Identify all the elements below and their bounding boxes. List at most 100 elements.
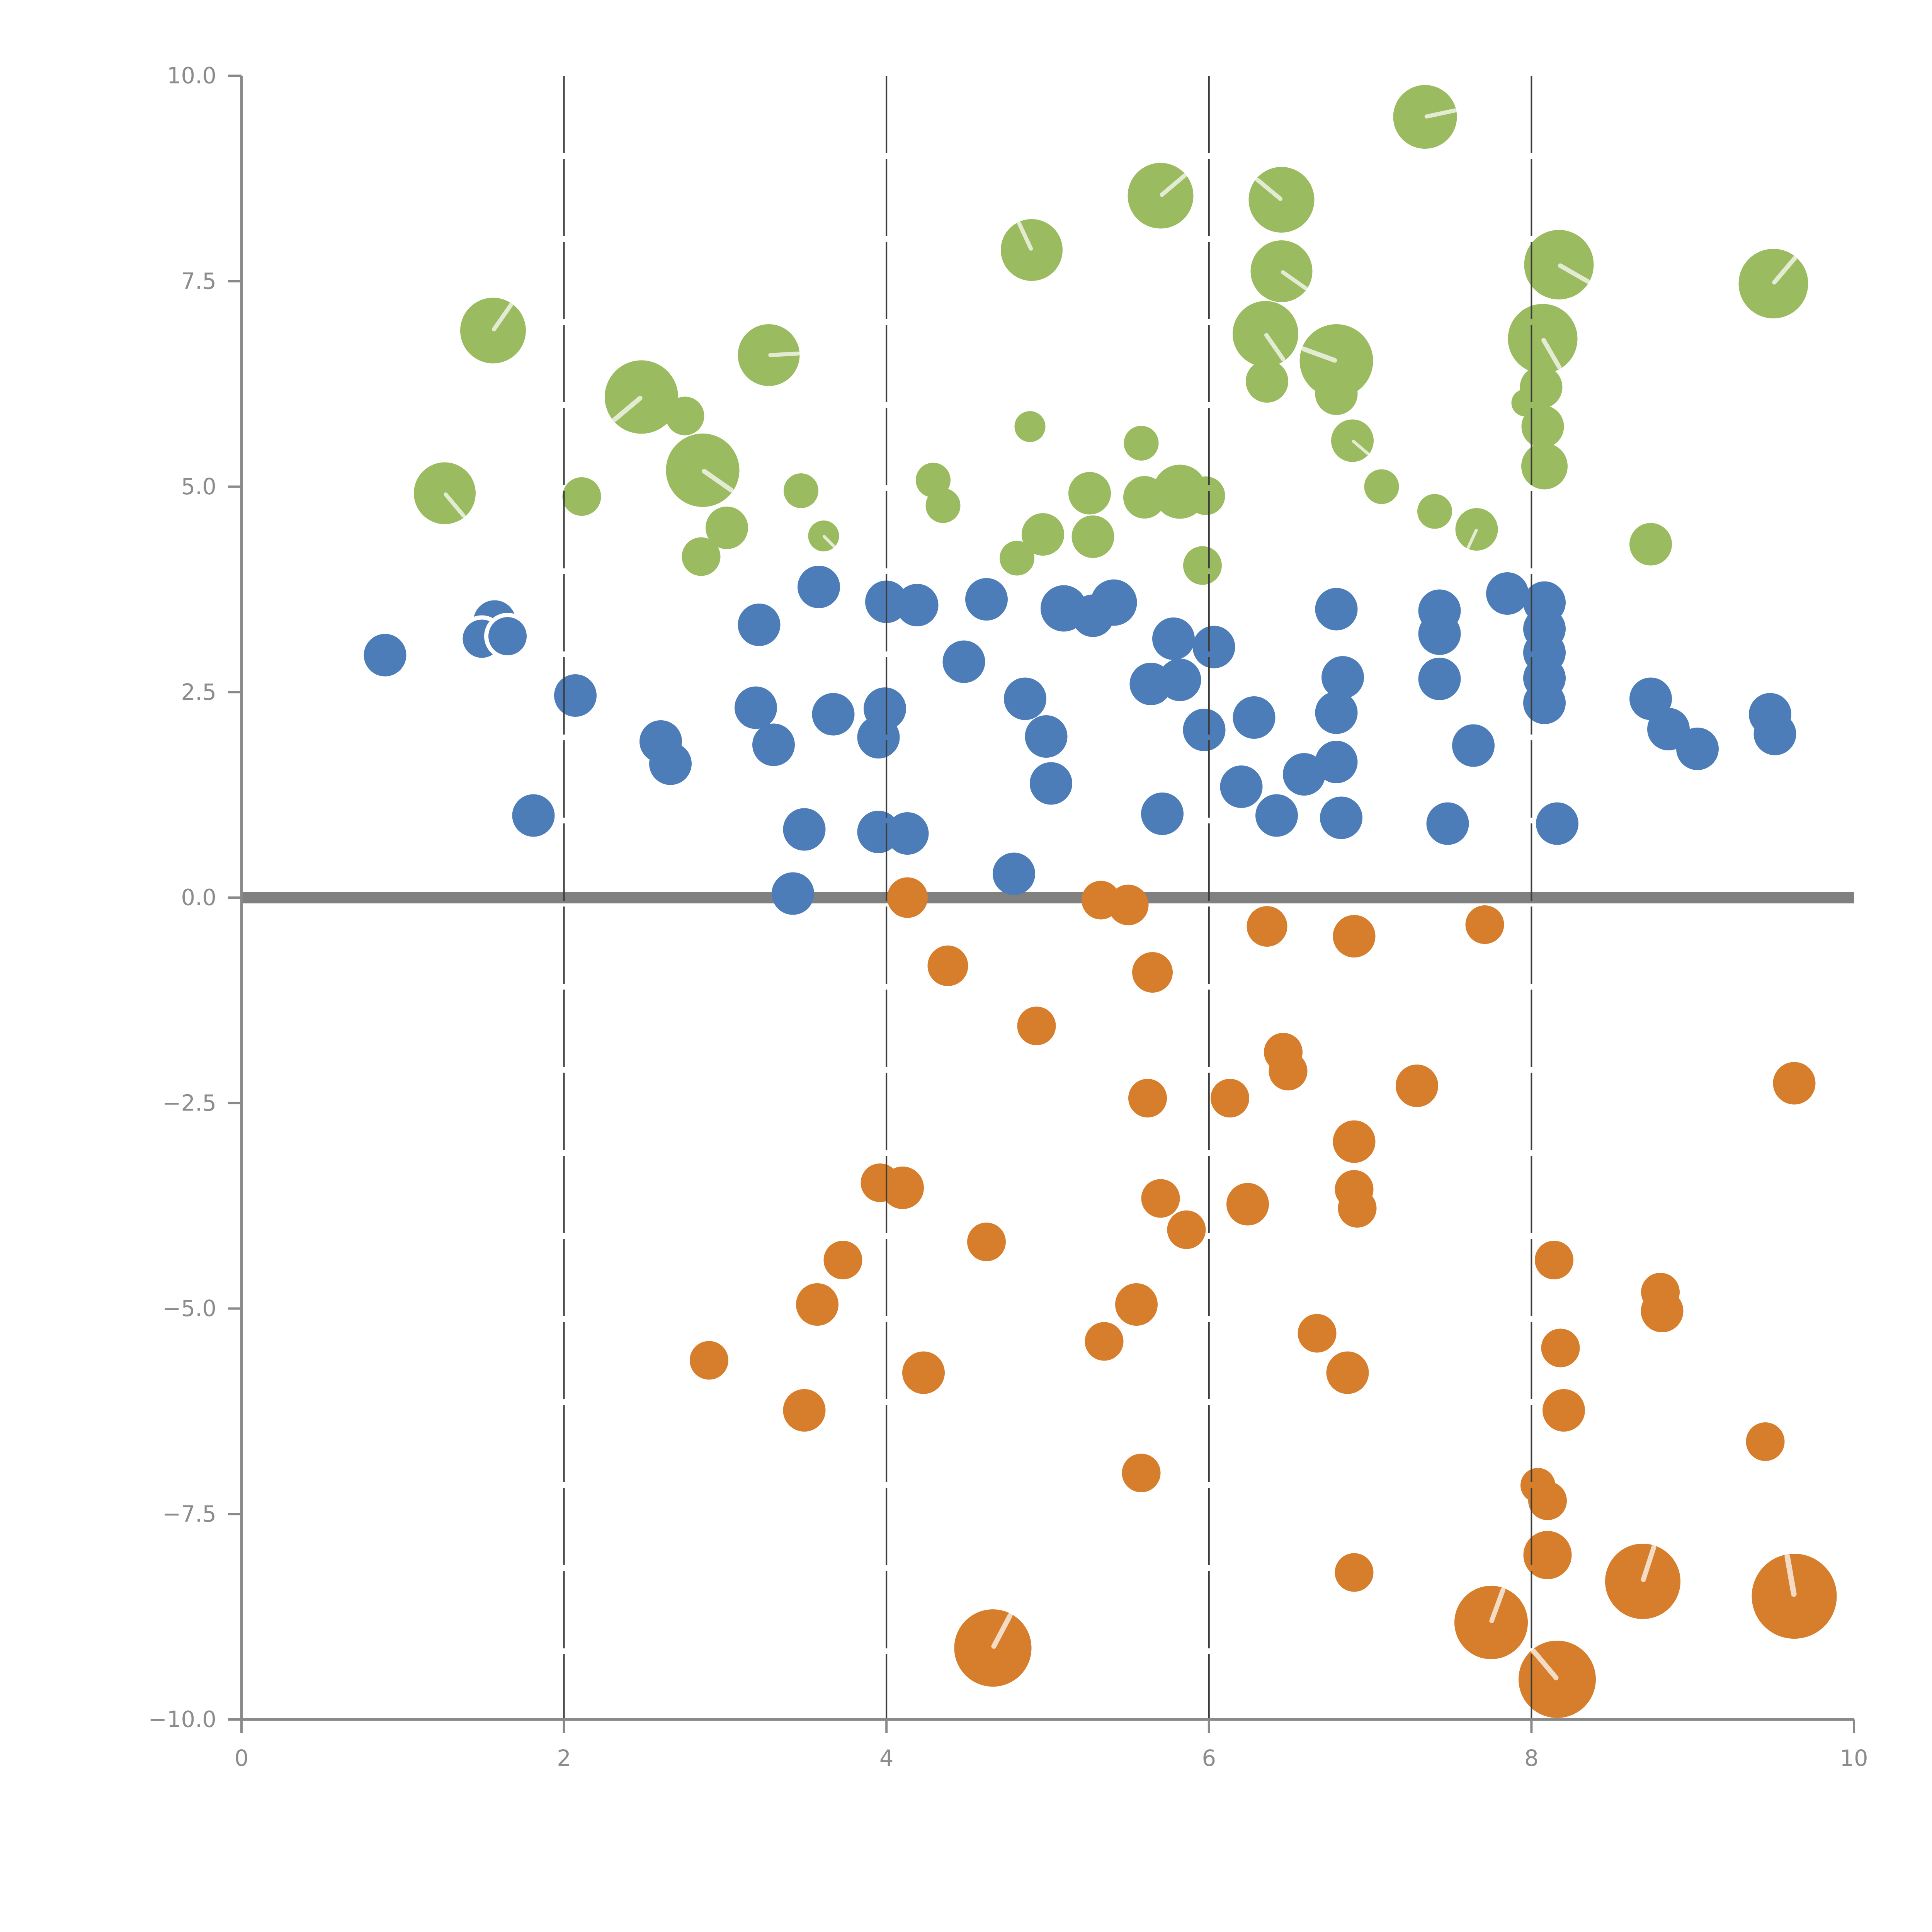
data-point bbox=[706, 507, 748, 549]
data-point bbox=[1338, 1189, 1377, 1228]
y-tick-label: −7.5 bbox=[162, 1501, 216, 1527]
bubble-slash-mark bbox=[1255, 177, 1283, 201]
data-point bbox=[554, 674, 597, 717]
data-point bbox=[783, 1389, 826, 1432]
bubble-slash-mark bbox=[1466, 529, 1478, 549]
data-point bbox=[925, 488, 961, 523]
data-point bbox=[965, 578, 1008, 621]
data-point bbox=[1320, 796, 1362, 839]
data-point bbox=[1226, 1183, 1269, 1226]
data-point bbox=[1364, 469, 1399, 504]
data-point bbox=[1025, 715, 1068, 758]
x-tick-label: 8 bbox=[1524, 1745, 1539, 1771]
bubble-slash-mark bbox=[1264, 333, 1286, 362]
data-point bbox=[1528, 1481, 1567, 1520]
data-point bbox=[1418, 612, 1461, 655]
data-point bbox=[512, 794, 555, 837]
bubble-slash-mark bbox=[991, 1613, 1013, 1649]
bubble-slash-mark bbox=[1531, 1648, 1559, 1680]
data-point bbox=[735, 686, 777, 729]
data-point bbox=[993, 852, 1035, 895]
data-point bbox=[562, 477, 601, 516]
series-blue-dots bbox=[364, 566, 1796, 915]
bubble-slash-mark bbox=[1281, 270, 1308, 291]
data-point bbox=[942, 640, 985, 683]
y-tick-label: −5.0 bbox=[162, 1296, 216, 1321]
series-orange-bubbles bbox=[690, 877, 1837, 1718]
bubble-slash-mark bbox=[444, 492, 466, 518]
data-point bbox=[1315, 588, 1358, 631]
data-point bbox=[484, 612, 531, 660]
data-point bbox=[1283, 753, 1325, 796]
data-point bbox=[1014, 411, 1046, 442]
data-point bbox=[812, 693, 855, 736]
data-point bbox=[1315, 691, 1358, 734]
data-point bbox=[1158, 658, 1201, 701]
data-point bbox=[798, 566, 840, 608]
data-point bbox=[1233, 696, 1276, 739]
data-point bbox=[1543, 1389, 1585, 1432]
data-point bbox=[927, 946, 968, 986]
data-point bbox=[1183, 709, 1226, 751]
data-point bbox=[1167, 1210, 1206, 1249]
data-point bbox=[1321, 656, 1364, 699]
bubble-slash-mark bbox=[1784, 1553, 1797, 1597]
data-point bbox=[1068, 472, 1111, 515]
x-tick-label: 0 bbox=[235, 1745, 249, 1771]
data-point bbox=[1418, 658, 1461, 700]
bubble-slash-mark bbox=[492, 303, 514, 332]
data-point bbox=[1333, 915, 1376, 957]
data-point bbox=[1108, 884, 1149, 925]
bubble-slash-mark bbox=[612, 396, 643, 422]
bubble-slash-mark bbox=[768, 351, 800, 357]
data-point bbox=[1124, 426, 1159, 461]
y-tick-label: 2.5 bbox=[181, 679, 216, 705]
y-tick-label: 0.0 bbox=[181, 885, 216, 911]
data-point bbox=[1511, 389, 1539, 417]
data-point bbox=[1141, 1179, 1180, 1218]
bubble-slash-mark bbox=[1772, 256, 1797, 285]
data-point bbox=[1030, 762, 1072, 805]
data-point bbox=[1315, 741, 1358, 783]
data-point bbox=[1541, 1328, 1580, 1367]
data-point bbox=[1426, 802, 1469, 845]
data-point bbox=[752, 723, 795, 766]
data-point bbox=[1417, 494, 1452, 529]
y-tick-label: 7.5 bbox=[181, 268, 216, 294]
data-point bbox=[1536, 802, 1578, 845]
data-point bbox=[1017, 1007, 1056, 1045]
data-point bbox=[1220, 765, 1263, 808]
data-point bbox=[1000, 541, 1034, 576]
data-point bbox=[1746, 1422, 1785, 1461]
data-point bbox=[1523, 682, 1566, 724]
data-point bbox=[1152, 617, 1195, 660]
data-point bbox=[1452, 724, 1495, 767]
data-point bbox=[1396, 1065, 1438, 1107]
data-point bbox=[1128, 1079, 1167, 1117]
data-point bbox=[1246, 360, 1288, 403]
data-point bbox=[784, 473, 818, 508]
data-point bbox=[649, 742, 692, 785]
data-point bbox=[1211, 1079, 1249, 1117]
data-point bbox=[857, 716, 900, 759]
data-point bbox=[902, 1351, 945, 1394]
bubble-slash-mark bbox=[1301, 346, 1337, 363]
bubble-slash-mark bbox=[1424, 108, 1457, 119]
data-point bbox=[1535, 1241, 1573, 1279]
data-point bbox=[1335, 1553, 1374, 1592]
data-point bbox=[896, 584, 939, 626]
data-point bbox=[783, 808, 826, 851]
bubble-slash-mark bbox=[1641, 1545, 1656, 1582]
bubble-slash-mark bbox=[1558, 263, 1590, 284]
data-point bbox=[1141, 793, 1184, 835]
data-point bbox=[1333, 1120, 1376, 1163]
data-point bbox=[823, 1241, 862, 1279]
data-point bbox=[665, 396, 704, 435]
y-tick-label: −10.0 bbox=[148, 1707, 216, 1733]
data-point bbox=[738, 604, 781, 646]
data-point bbox=[1773, 1062, 1816, 1105]
data-point bbox=[1132, 952, 1173, 993]
data-point bbox=[1122, 1454, 1161, 1492]
data-points-layer bbox=[364, 85, 1837, 1718]
